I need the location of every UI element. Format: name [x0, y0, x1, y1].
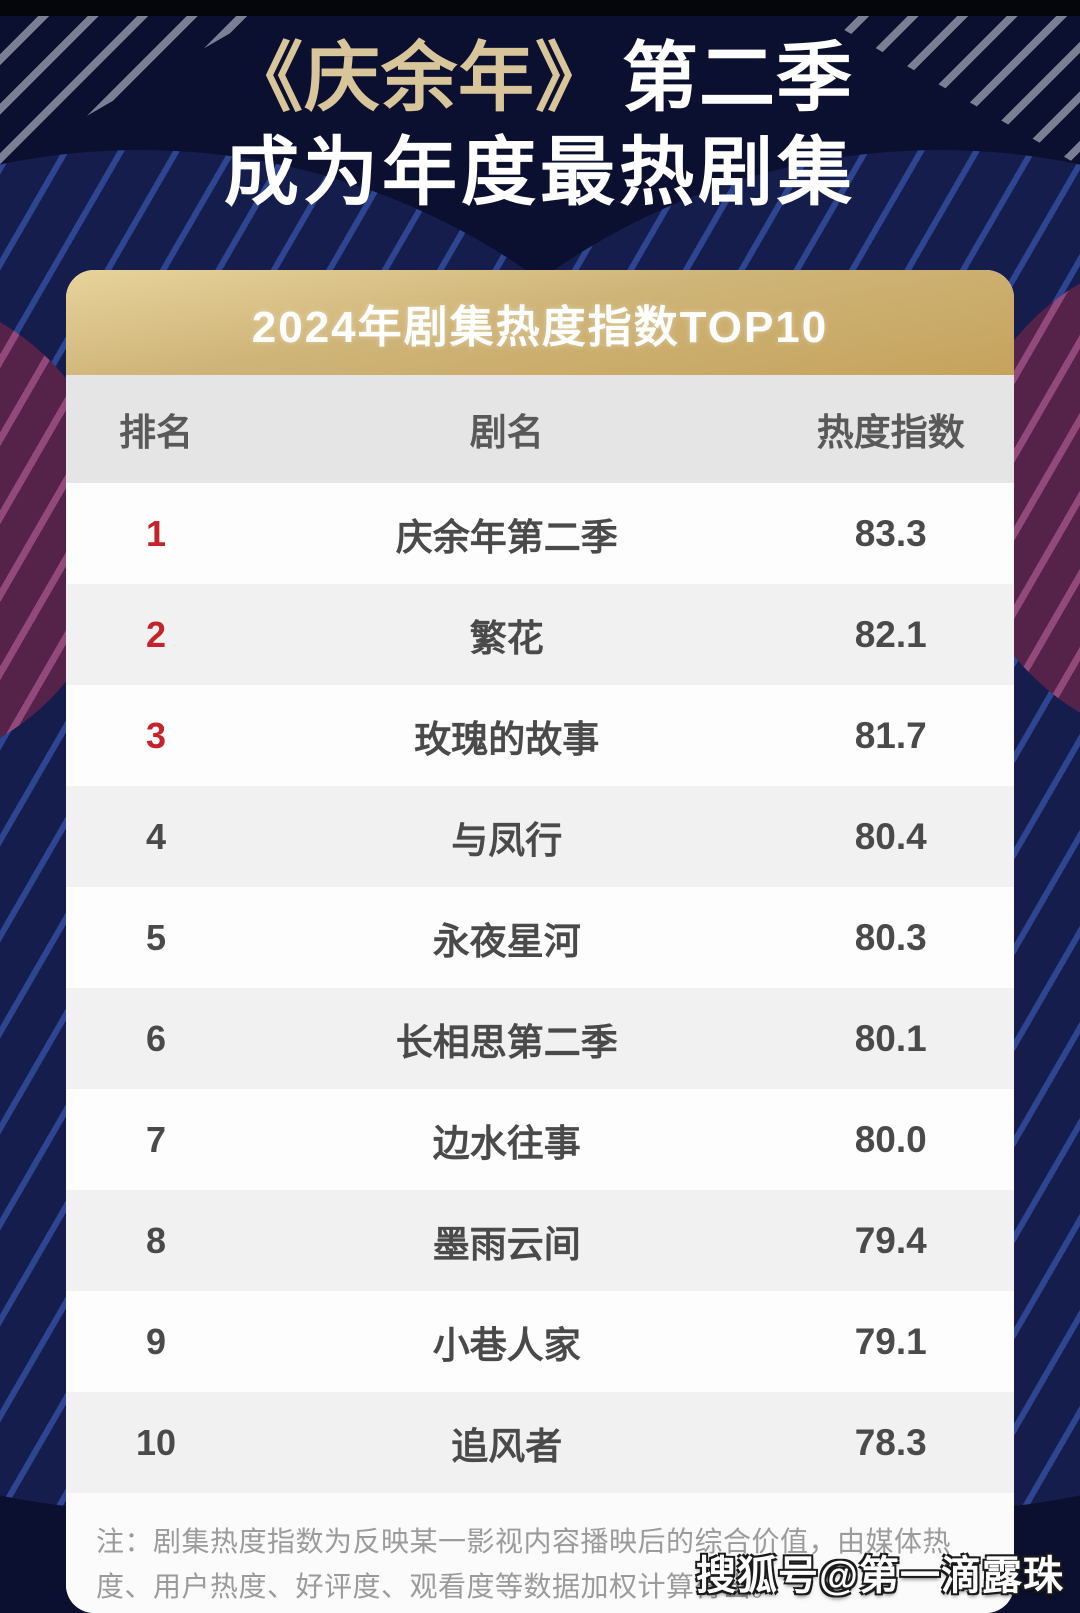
score-cell: 82.1 [854, 613, 927, 655]
drama-name-cell: 永夜星河 [432, 920, 581, 962]
drama-name-cell: 边水往事 [432, 1122, 581, 1164]
headline-line2: 成为年度最热剧集 [223, 130, 856, 214]
rank-cell: 7 [146, 1118, 167, 1160]
score-cell: 80.0 [854, 1118, 927, 1160]
drama-name-cell: 庆余年第二季 [395, 516, 618, 558]
card-banner-title: 2024年剧集热度指数TOP10 [251, 302, 829, 352]
table-row: 6 长相思第二季 80.1 [66, 988, 1014, 1089]
table-row: 8 墨雨云间 79.4 [66, 1190, 1014, 1291]
score-cell: 80.1 [854, 1017, 927, 1059]
headline-season: 第二季 [622, 36, 853, 121]
rank-cell: 4 [146, 815, 167, 857]
footnote-text: 注：剧集热度指数为反映某一影视内容播映后的综合价值，由媒体热度、用户热度、好评度… [96, 1526, 952, 1603]
headline: 《庆余年》 第二季 成为年度最热剧集 [0, 32, 1080, 218]
ranking-card: 2024年剧集热度指数TOP10 排名 剧名 热度指数 1 庆余年第二季 83.… [66, 270, 1014, 1613]
rank-cell: 6 [146, 1017, 167, 1059]
headline-series-name: 《庆余年》 [227, 36, 612, 121]
score-cell: 80.4 [854, 815, 927, 857]
drama-name-cell: 玫瑰的故事 [414, 718, 600, 760]
drama-name-cell: 追风者 [451, 1425, 563, 1467]
drama-name-cell: 繁花 [469, 617, 544, 659]
score-cell: 78.3 [854, 1421, 927, 1463]
table-row: 3 玫瑰的故事 81.7 [66, 685, 1014, 786]
rank-cell: 2 [146, 613, 167, 655]
table-row: 5 永夜星河 80.3 [66, 887, 1014, 988]
table-header-row: 排名 剧名 热度指数 [66, 375, 1014, 483]
drama-name-cell: 小巷人家 [432, 1324, 581, 1366]
table-row: 2 繁花 82.1 [66, 584, 1014, 685]
header-score: 热度指数 [816, 412, 965, 453]
table-row: 9 小巷人家 79.1 [66, 1291, 1014, 1392]
score-cell: 81.7 [854, 714, 927, 756]
score-cell: 79.1 [854, 1320, 927, 1362]
card-banner: 2024年剧集热度指数TOP10 [66, 270, 1014, 375]
rank-cell: 3 [146, 714, 167, 756]
top-black-bar [0, 0, 1080, 16]
score-cell: 80.3 [854, 916, 927, 958]
rank-cell: 8 [146, 1219, 167, 1261]
score-cell: 79.4 [854, 1219, 927, 1261]
drama-name-cell: 与凤行 [451, 819, 563, 861]
drama-name-cell: 墨雨云间 [432, 1223, 581, 1265]
rank-cell: 10 [136, 1421, 177, 1463]
table-row: 7 边水往事 80.0 [66, 1089, 1014, 1190]
watermark: 搜狐号@第一滴露珠 [695, 1554, 1064, 1598]
table-row: 10 追风者 78.3 [66, 1392, 1014, 1493]
rank-cell: 9 [146, 1320, 167, 1362]
header-rank: 排名 [119, 412, 194, 453]
table-row: 4 与凤行 80.4 [66, 786, 1014, 887]
score-cell: 83.3 [854, 512, 927, 554]
table-row: 1 庆余年第二季 83.3 [66, 483, 1014, 584]
rank-cell: 5 [146, 916, 167, 958]
footnote-area: 注：剧集热度指数为反映某一影视内容播映后的综合价值，由媒体热度、用户热度、好评度… [66, 1493, 1014, 1613]
rank-cell: 1 [146, 512, 167, 554]
header-name: 剧名 [469, 412, 544, 453]
drama-name-cell: 长相思第二季 [395, 1021, 618, 1063]
headline-line1: 《庆余年》 第二季 [0, 32, 1080, 126]
